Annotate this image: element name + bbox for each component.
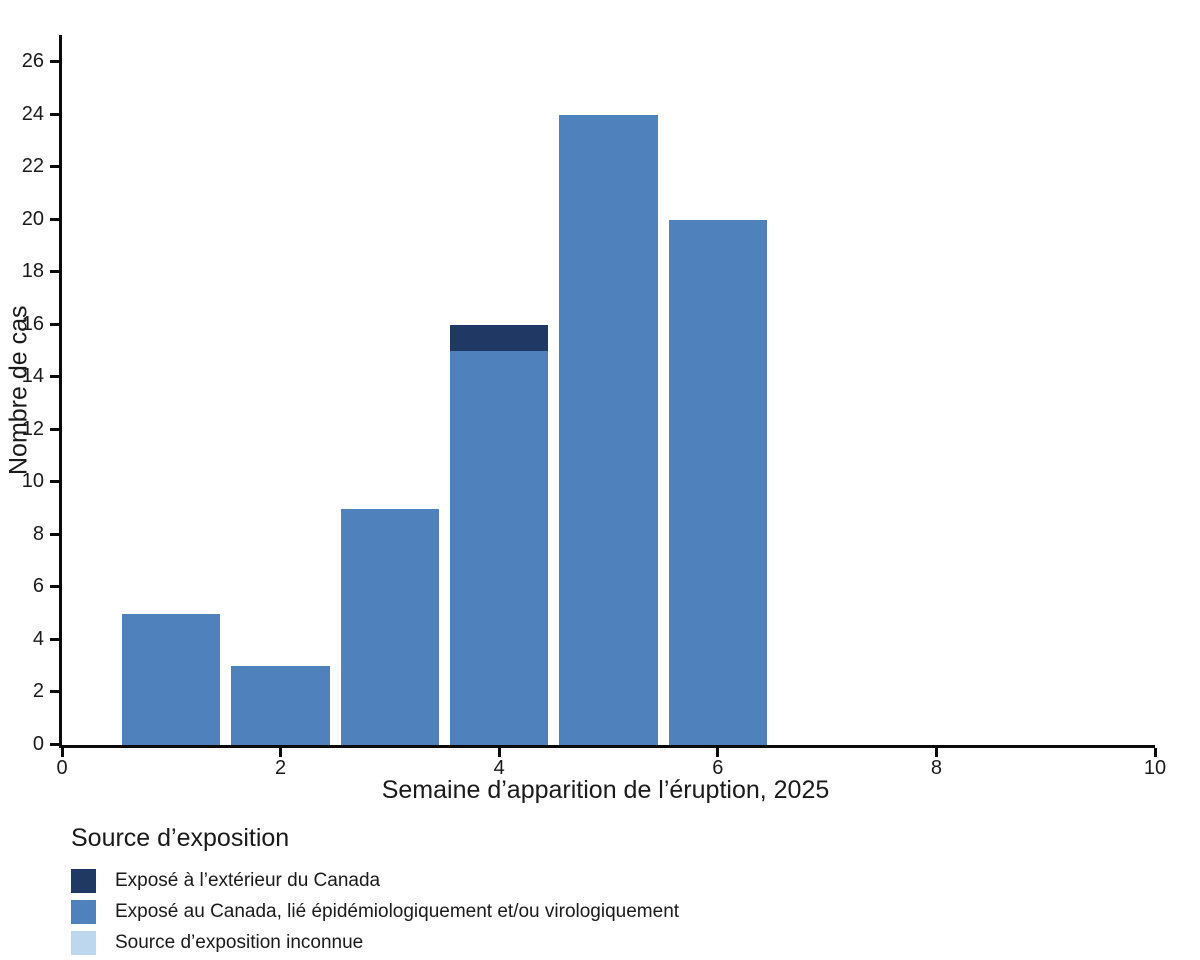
y-tick-label: 8 bbox=[32, 522, 44, 545]
y-tick-label: 4 bbox=[32, 627, 44, 650]
y-tick-label: 12 bbox=[21, 417, 44, 440]
bar-segment bbox=[559, 114, 658, 745]
legend-item-label: Exposé à l’extérieur du Canada bbox=[115, 870, 381, 891]
bar-segment bbox=[450, 350, 549, 745]
y-tick-label: 16 bbox=[21, 312, 44, 335]
y-tick bbox=[50, 60, 59, 63]
legend-item: Exposé au Canada, lié épidémiologiquemen… bbox=[71, 900, 679, 924]
y-tick-label: 26 bbox=[21, 50, 44, 72]
y-tick-label: 22 bbox=[21, 155, 44, 178]
legend-item-label: Source d’exposition inconnue bbox=[115, 932, 364, 953]
y-tick-label: 24 bbox=[21, 102, 44, 125]
x-tick bbox=[716, 748, 720, 757]
y-tick-label: 18 bbox=[21, 260, 44, 283]
y-tick bbox=[50, 690, 59, 694]
legend-swatch bbox=[71, 869, 96, 893]
legend-swatch bbox=[71, 931, 96, 955]
plot-area: 0 2 4 6 8 10 12 14 16 18 20 22 24 26 0 2 4 6 8 10 bbox=[22, 35, 1166, 778]
legend-swatch bbox=[71, 900, 96, 924]
y-tick bbox=[50, 375, 59, 379]
x-tick-label: 0 bbox=[56, 757, 68, 779]
legend-item-label: Exposé au Canada, lié épidémiologiquemen… bbox=[115, 901, 680, 922]
y-tick bbox=[50, 743, 59, 746]
x-tick bbox=[497, 748, 501, 757]
y-tick-label: 20 bbox=[21, 207, 44, 230]
x-tick-label: 10 bbox=[1143, 757, 1167, 779]
legend-item: Exposé à l’extérieur du Canada bbox=[71, 869, 679, 893]
y-tick-label: 2 bbox=[32, 680, 44, 703]
y-tick bbox=[50, 427, 59, 431]
legend-items: Exposé à l’extérieur du Canada Exposé au … bbox=[71, 869, 679, 955]
y-tick bbox=[50, 270, 59, 274]
y-tick bbox=[50, 322, 59, 326]
y-tick-label: 10 bbox=[21, 470, 44, 493]
x-axis-label: Semaine d’apparition de l’éruption, 2025 bbox=[381, 776, 830, 804]
y-tick bbox=[50, 165, 59, 169]
legend: Source d’exposition Exposé à l’extérieur… bbox=[71, 824, 679, 960]
y-tick bbox=[50, 112, 59, 116]
y-tick bbox=[50, 585, 59, 589]
y-tick-label: 14 bbox=[21, 365, 44, 388]
legend-title: Source d’exposition bbox=[71, 824, 290, 852]
y-tick bbox=[50, 532, 59, 536]
bar-segment bbox=[340, 508, 440, 745]
x-tick-label: 6 bbox=[712, 757, 724, 779]
x-tick-label: 4 bbox=[493, 757, 505, 779]
y-tick bbox=[50, 637, 59, 641]
bar-segment bbox=[668, 219, 767, 745]
x-tick bbox=[279, 748, 283, 757]
x-tick-label: 2 bbox=[275, 757, 287, 779]
x-tick bbox=[1153, 748, 1157, 757]
y-tick bbox=[50, 217, 59, 221]
bar-segment bbox=[122, 613, 221, 745]
bar-segment bbox=[231, 666, 330, 745]
y-tick bbox=[50, 480, 59, 484]
x-tick bbox=[60, 748, 64, 757]
x-tick-label: 8 bbox=[930, 757, 942, 779]
bar-segment bbox=[450, 324, 549, 351]
y-tick-label: 0 bbox=[32, 733, 44, 755]
legend-item: Source d’exposition inconnue bbox=[71, 931, 679, 955]
x-tick bbox=[934, 748, 938, 757]
y-tick-label: 6 bbox=[32, 575, 44, 598]
